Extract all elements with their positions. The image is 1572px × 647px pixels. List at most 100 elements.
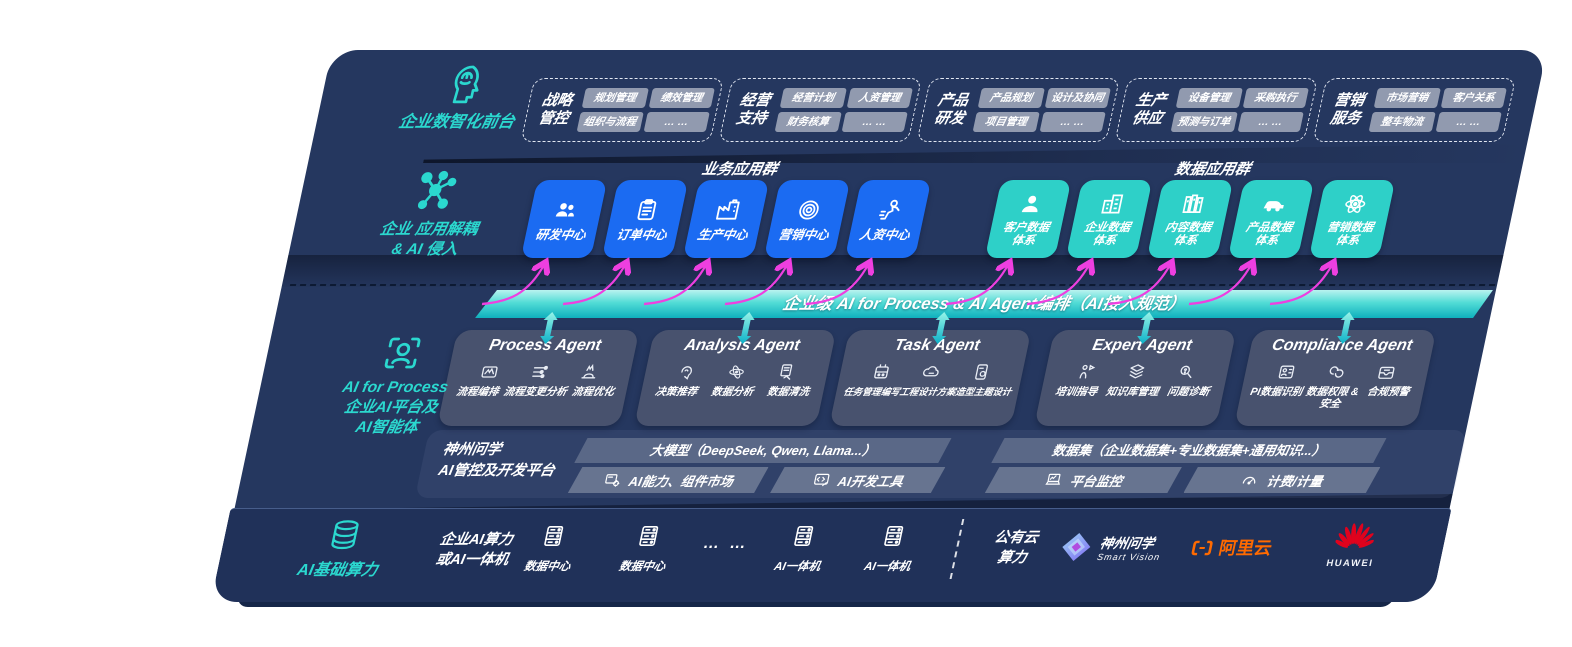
front-pill: 市场营销 <box>1373 88 1441 108</box>
database-icon <box>331 520 359 550</box>
front-pill: … … <box>1039 112 1106 132</box>
cloud-design-icon <box>923 366 939 377</box>
front-pill: 设备管理 <box>1175 88 1243 108</box>
front-pill: 规划管理 <box>581 88 649 108</box>
ai-injection-arrows <box>481 254 1504 306</box>
infra-band: AI基础算力 企业AI算力 或AI一体机 数据中心 数据中心 … … AI一体机 <box>210 508 1452 602</box>
billing-metering-cell: 计费/计量 <box>1183 467 1380 493</box>
huawei-logo: HUAWEI <box>1314 523 1394 569</box>
order-icon <box>637 198 657 220</box>
link-double-arrow <box>1337 312 1355 344</box>
llm-bar: 大模型（DeepSeek, Qwen, Llama...） <box>574 438 951 463</box>
agent-item-label: 流程变更分析 <box>502 386 569 398</box>
hr-icon <box>879 199 900 220</box>
front-group-supply: 生产 供应 设备管理 采购执行 预测与订单 … … <box>1114 78 1319 142</box>
data-box-product: 产品数据 体系 <box>1227 180 1315 258</box>
smartvision-diamond-icon <box>1062 533 1091 561</box>
agent-item-label: 知识库管理 <box>1104 386 1160 398</box>
front-pill: 整车物流 <box>1368 112 1436 132</box>
agent-item-label: 决策推荐 <box>654 386 699 398</box>
ai-devtools-cell: AI开发工具 <box>770 467 945 493</box>
data-analysis-atom-icon <box>729 365 744 379</box>
infra-node-ai-appliance-1: AI一体机 <box>763 523 840 574</box>
infra-node-datacenter-1: 数据中心 <box>513 523 590 574</box>
apps-layer-rail: 企业 应用解耦 & AI 侵入 <box>307 168 557 260</box>
public-cloud-label: 公有云 算力 <box>992 530 1040 566</box>
team-icon <box>555 202 574 216</box>
task-robot-icon <box>874 364 889 379</box>
smartvision-logo: 神州问学 Smart Vision <box>1057 531 1166 563</box>
front-pill: … … <box>841 112 908 132</box>
front-pill: 项目管理 <box>972 112 1040 132</box>
front-group-title: 产品 研发 <box>932 92 971 127</box>
front-layer-rail: 企业数智化前台 <box>339 62 584 133</box>
decision-icon <box>681 366 692 380</box>
data-apps-heading: 数据应用群 <box>1173 161 1252 178</box>
front-pill: 组织与流程 <box>576 112 644 132</box>
huawei-flower-icon <box>1334 523 1375 548</box>
agent-item-label: 数据清洗 <box>766 386 811 398</box>
server-icon <box>794 525 814 547</box>
infra-rail: AI基础算力 <box>245 517 439 582</box>
data-box-content: 内容数据 体系 <box>1146 180 1234 258</box>
front-pill: 人资管理 <box>846 88 913 108</box>
front-pill: 产品规划 <box>977 88 1045 108</box>
link-double-arrow <box>1137 312 1155 344</box>
enterprise-icon <box>1101 194 1124 214</box>
front-pill: 设计及协同 <box>1044 88 1111 108</box>
app-box-marketing-center: 营销中心 <box>763 180 851 258</box>
infra-node-datacenter-2: 数据中心 <box>608 523 685 574</box>
front-group-marketing: 营销 服务 市场营销 客户关系 整车物流 … … <box>1312 78 1517 142</box>
front-pill: 绩效管理 <box>648 88 715 108</box>
link-double-arrow <box>932 312 950 344</box>
agent-item-label: 流程优化 <box>570 386 616 398</box>
app-box-rnd-center: 研发中心 <box>520 180 608 258</box>
front-group-title: 生产 供应 <box>1130 92 1169 127</box>
alibaba-cloud-icon <box>1191 540 1213 555</box>
compliance-alert-icon <box>1378 366 1395 379</box>
agent-item-label: 造型主题设计 <box>954 387 1013 397</box>
front-group-operation: 经营 支持 经营计划 人资管理 财务核算 … … <box>718 78 923 142</box>
data-box-enterprise: 企业数据 体系 <box>1065 180 1153 258</box>
platform-monitor-cell: 平台监控 <box>985 467 1182 493</box>
front-pill: … … <box>1435 112 1502 132</box>
component-market-icon <box>601 471 623 489</box>
ai-capability-cell: AI能力、组件市场 <box>568 467 769 493</box>
server-icon <box>639 525 659 547</box>
platform-cells-left: AI能力、组件市场 AI开发工具 <box>568 467 946 493</box>
gauge-icon <box>1239 471 1261 489</box>
training-icon <box>1079 364 1096 379</box>
front-pill: 预测与订单 <box>1170 112 1238 132</box>
monitor-icon <box>1042 471 1064 489</box>
alibaba-cloud-logo: 阿里云 <box>1188 535 1275 560</box>
pi-data-id-icon <box>1278 365 1295 379</box>
infra-node-ai-appliance-2: AI一体机 <box>853 523 930 574</box>
content-icon <box>1182 194 1204 213</box>
molecule-icon <box>417 170 457 210</box>
server-icon <box>544 525 564 547</box>
diagnose-icon <box>1180 365 1192 379</box>
styling-design-icon <box>975 364 989 380</box>
dev-tools-icon <box>810 471 832 489</box>
target-icon <box>799 199 819 220</box>
data-permission-icon <box>1329 366 1344 378</box>
agent-item-label: 问题诊断 <box>1166 386 1211 398</box>
agent-item-label: 数据权限 & 安全 <box>1304 386 1360 410</box>
agent-item-label: 合规预警 <box>1366 386 1411 398</box>
digital-head-brain-icon <box>452 65 479 104</box>
architecture-panel: 企业数智化前台 战略 管控 规划管理 绩效管理 组织与流程 … … 经营 支持 … <box>210 50 1547 602</box>
infra-node-ellipsis: … … <box>701 535 751 552</box>
front-group-title: 经营 支持 <box>734 92 773 127</box>
ai-process-rail: AI for Process 企业AI平台及 AI智能体 <box>269 332 522 438</box>
front-group-product: 产品 研发 产品规划 设计及协同 项目管理 … … <box>916 78 1121 142</box>
customer-icon <box>1021 195 1038 212</box>
cloud-divider <box>949 519 965 579</box>
person-focus-icon <box>384 337 421 369</box>
knowledge-layers-icon <box>1129 364 1145 379</box>
agent-card-expert: Expert Agent 培训指导 知识库管理 问题诊断 <box>1034 330 1237 426</box>
front-pill: 客户关系 <box>1440 88 1507 108</box>
factory-icon <box>716 198 740 220</box>
agent-card-analysis: Analysis Agent 决策推荐 数据分析 数据清洗 <box>634 330 837 426</box>
infra-label: AI基础算力 <box>295 562 380 579</box>
